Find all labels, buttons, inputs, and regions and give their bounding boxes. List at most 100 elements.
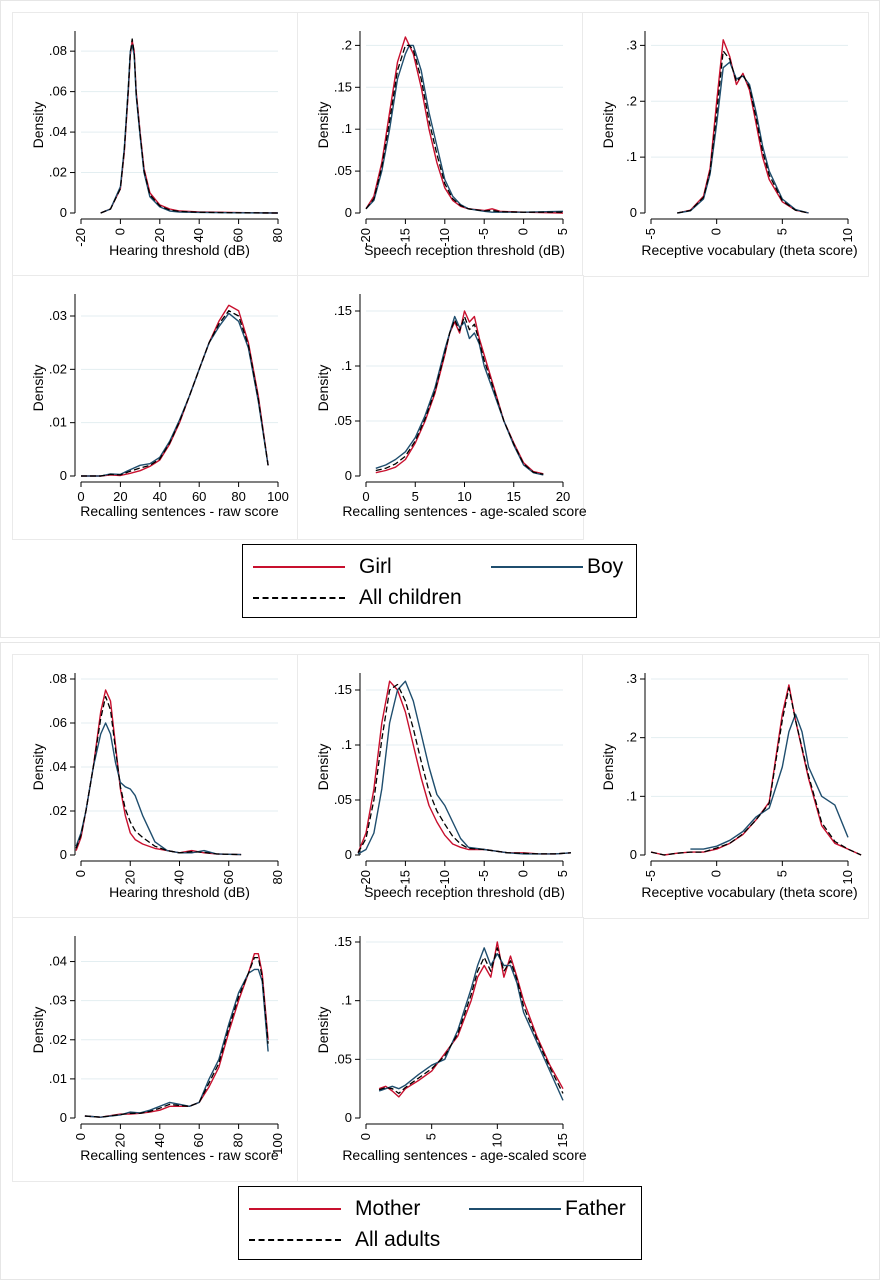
x-tick-label: 40 [153, 489, 167, 504]
x-tick-label: 15 [555, 1133, 570, 1147]
x-tick-label: 10 [840, 228, 855, 242]
chart-panel: 0 .05 .1 .15 .2 Density -20 -15 -10 -5 0 5 Speech re… [297, 12, 584, 277]
legend-label: Girl [359, 555, 392, 579]
x-tick-label: -20 [73, 228, 88, 247]
x-axis-title: Recalling sentences - raw score [80, 503, 279, 519]
y-tick-label: 0 [345, 847, 352, 862]
y-tick-label: .3 [626, 37, 637, 52]
y-axis-title: Density [30, 102, 46, 149]
chart-panel: 0.05.1.15 Density 0 5 10 15 Recalling sentence… [297, 917, 584, 1182]
children-legend: Girl Boy All children [242, 544, 637, 618]
x-tick-label: 10 [457, 489, 471, 504]
x-tick-label: -5 [643, 870, 658, 882]
y-tick-label: .15 [334, 682, 352, 697]
series-line-all-adults [85, 958, 268, 1118]
legend-label: All children [359, 586, 462, 610]
x-axis-title: Speech reception threshold (dB) [364, 242, 565, 258]
legend-line [249, 1208, 341, 1210]
y-axis-title: Density [315, 365, 331, 412]
y-axis-title: Density [315, 744, 331, 791]
x-tick-label: 0 [709, 870, 724, 877]
legend-label: Father [565, 1197, 626, 1221]
chart-panel: 0.02.04.06.08 Density 0 20 40 60 80 Hearing thr… [12, 654, 299, 919]
x-tick-label: 100 [267, 489, 289, 504]
y-tick-label: .02 [49, 803, 67, 818]
series-line-girl [366, 37, 563, 213]
legend-item-all-children: All children [253, 586, 493, 610]
x-axis-title: Recalling sentences - age-scaled score [342, 503, 587, 519]
y-tick-label: .1 [341, 121, 352, 136]
y-tick-label: .2 [626, 730, 637, 745]
legend-label: Boy [587, 555, 623, 579]
x-tick-label: 40 [152, 1133, 167, 1147]
chart-panel: 0 .01 .02 .03 Density 0 20 40 60 80 100 Recalling s… [12, 275, 299, 540]
x-tick-label: 0 [77, 489, 84, 504]
y-tick-label: .1 [626, 788, 637, 803]
x-tick-label: 10 [489, 1133, 504, 1147]
y-tick-label: .01 [49, 1071, 67, 1086]
x-tick-label: 0 [112, 228, 127, 235]
x-tick-label: 20 [113, 489, 127, 504]
y-tick-label: 0 [60, 1110, 67, 1125]
y-tick-label: .1 [341, 993, 352, 1008]
y-tick-label: .2 [626, 93, 637, 108]
y-tick-label: .3 [626, 671, 637, 686]
legend-line [253, 566, 345, 568]
y-tick-label: .02 [49, 361, 67, 376]
series-line-girl [81, 305, 268, 476]
legend-item-all-adults: All adults [249, 1228, 489, 1252]
series-line-all-adults [379, 948, 563, 1094]
series-line-boy [677, 62, 808, 213]
y-tick-label: .1 [626, 149, 637, 164]
y-tick-label: .15 [334, 303, 352, 318]
x-tick-label: 60 [221, 870, 236, 884]
x-tick-label: 5 [412, 489, 419, 504]
legend-item-girl: Girl [253, 555, 433, 579]
y-tick-label: .03 [49, 993, 67, 1008]
y-tick-label: .04 [49, 954, 67, 969]
x-axis-title: Recalling sentences - raw score [80, 1147, 279, 1163]
y-tick-label: .2 [341, 37, 352, 52]
legend-line [253, 597, 345, 599]
x-axis-title: Hearing threshold (dB) [109, 242, 250, 258]
x-tick-label: 0 [73, 1133, 88, 1140]
series-line-all-adults [651, 688, 861, 855]
adults-legend: Mother Father All adults [238, 1186, 642, 1260]
series-line-all-children [101, 39, 278, 213]
series-line-girl [101, 41, 278, 213]
x-tick-label: -5 [476, 870, 491, 882]
y-tick-label: .05 [334, 163, 352, 178]
legend-item-father: Father [469, 1197, 634, 1221]
x-tick-label: 5 [774, 228, 789, 235]
series-line-father [76, 723, 241, 855]
x-tick-label: 20 [556, 489, 570, 504]
legend-item-boy: Boy [491, 555, 631, 579]
x-tick-label: 40 [191, 228, 206, 242]
y-tick-label: 0 [630, 205, 637, 220]
x-tick-label: -5 [476, 228, 491, 240]
x-tick-label: 80 [231, 1133, 246, 1147]
chart-svg: 0 .01 .02 .03 .04 Density 0 20 40 60 80 100Recallin… [13, 918, 298, 1181]
y-tick-label: .06 [49, 84, 67, 99]
series-line-mother [358, 681, 571, 854]
y-tick-label: 0 [630, 847, 637, 862]
x-tick-label: 0 [358, 1133, 373, 1140]
x-tick-label: 10 [840, 870, 855, 884]
y-tick-label: .06 [49, 715, 67, 730]
chart-panel: 0 .1 .2 .3 Density -5 0 5 10 Receptive vocabulary… [582, 654, 869, 919]
chart-svg: 0.05.1.15.2Density-20 -15 -10 -5 0 5Speech re… [298, 13, 583, 276]
x-axis-title: Receptive vocabulary (theta score) [641, 884, 857, 900]
y-axis-title: Density [600, 744, 616, 791]
y-tick-label: 0 [345, 1110, 352, 1125]
x-tick-label: 20 [152, 228, 167, 242]
y-axis-title: Density [30, 365, 46, 412]
x-tick-label: 15 [507, 489, 521, 504]
y-tick-label: .08 [49, 671, 67, 686]
y-tick-label: .01 [49, 415, 67, 430]
y-tick-label: 0 [60, 847, 67, 862]
x-tick-label: 20 [122, 870, 137, 884]
y-tick-label: .05 [334, 792, 352, 807]
series-line-mother [651, 685, 861, 855]
